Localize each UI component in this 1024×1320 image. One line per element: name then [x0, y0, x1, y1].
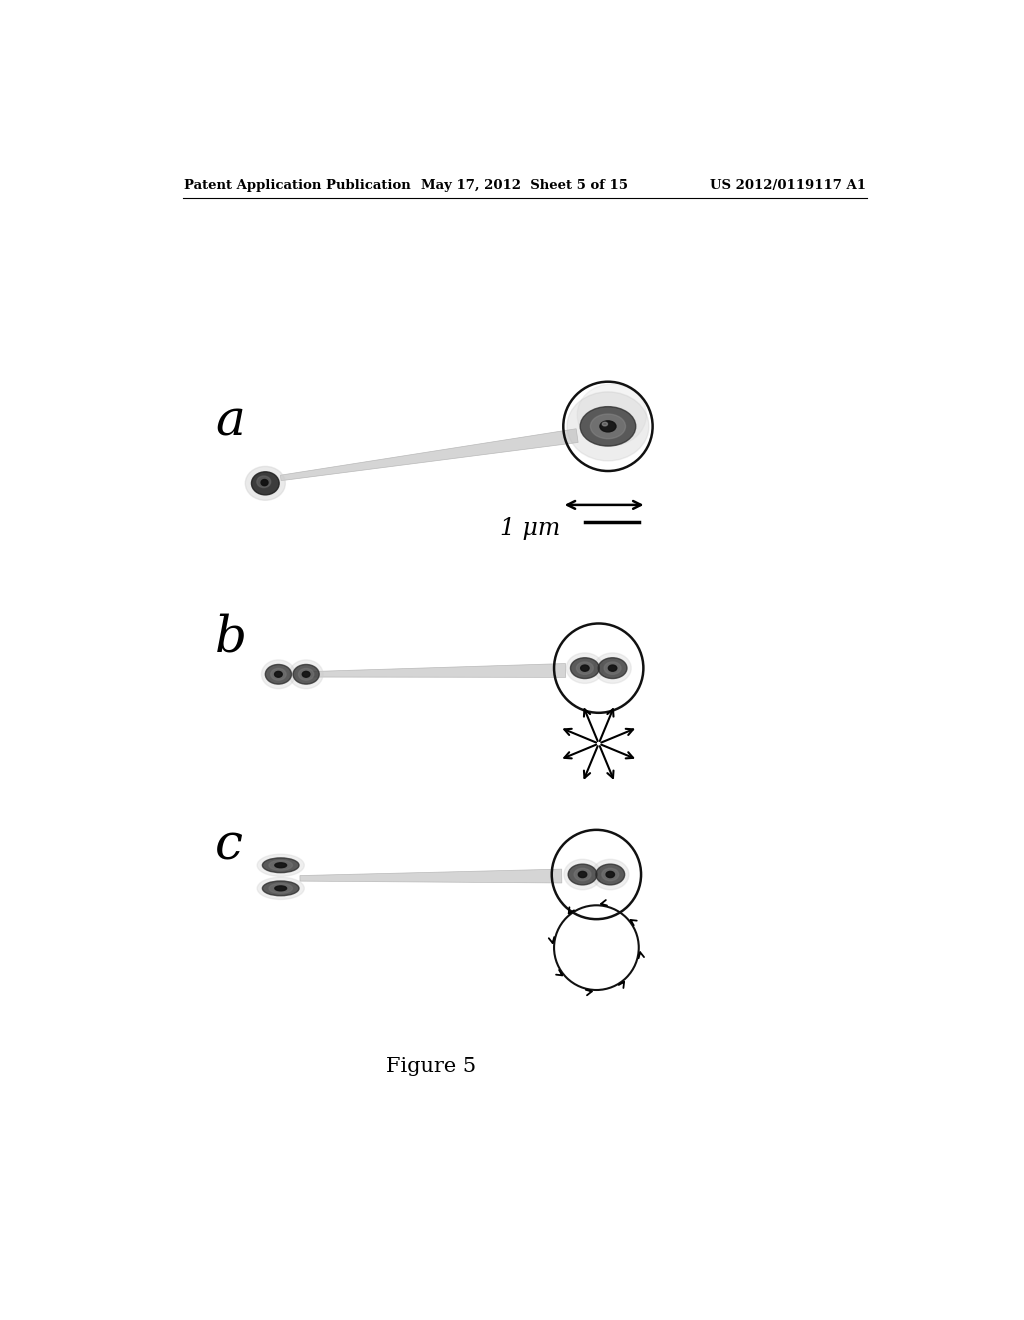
Ellipse shape — [270, 668, 286, 680]
Ellipse shape — [568, 865, 597, 884]
Text: Patent Application Publication: Patent Application Publication — [184, 178, 412, 191]
Ellipse shape — [274, 886, 287, 891]
Ellipse shape — [602, 869, 618, 880]
Ellipse shape — [567, 392, 649, 461]
Text: c: c — [215, 821, 244, 870]
Ellipse shape — [596, 865, 625, 884]
Ellipse shape — [574, 869, 591, 880]
Ellipse shape — [577, 661, 593, 675]
Ellipse shape — [265, 664, 292, 684]
Ellipse shape — [298, 668, 313, 680]
Ellipse shape — [261, 479, 268, 486]
Ellipse shape — [302, 672, 310, 677]
Polygon shape — [281, 429, 579, 480]
Ellipse shape — [274, 672, 283, 677]
Ellipse shape — [257, 854, 304, 876]
Ellipse shape — [566, 653, 603, 684]
Ellipse shape — [257, 477, 270, 487]
Ellipse shape — [581, 665, 589, 672]
Ellipse shape — [261, 660, 295, 689]
Ellipse shape — [592, 859, 629, 890]
Ellipse shape — [289, 660, 323, 689]
Ellipse shape — [594, 653, 631, 684]
Ellipse shape — [262, 880, 299, 896]
Ellipse shape — [579, 871, 587, 878]
Ellipse shape — [598, 657, 627, 678]
Text: May 17, 2012  Sheet 5 of 15: May 17, 2012 Sheet 5 of 15 — [421, 178, 629, 191]
Ellipse shape — [591, 414, 626, 438]
Text: Figure 5: Figure 5 — [386, 1057, 476, 1077]
Ellipse shape — [564, 859, 601, 890]
Text: b: b — [215, 612, 247, 663]
Ellipse shape — [269, 883, 293, 894]
Ellipse shape — [600, 421, 616, 432]
Ellipse shape — [581, 407, 636, 446]
Ellipse shape — [570, 657, 599, 678]
Polygon shape — [311, 664, 565, 677]
Ellipse shape — [257, 878, 304, 899]
Ellipse shape — [602, 422, 607, 426]
Ellipse shape — [274, 863, 287, 867]
Ellipse shape — [578, 384, 646, 446]
Ellipse shape — [604, 661, 621, 675]
Polygon shape — [300, 869, 562, 883]
Ellipse shape — [269, 861, 293, 870]
Text: US 2012/0119117 A1: US 2012/0119117 A1 — [710, 178, 866, 191]
Ellipse shape — [246, 466, 286, 500]
Ellipse shape — [262, 858, 299, 873]
Ellipse shape — [608, 665, 616, 672]
Ellipse shape — [293, 664, 319, 684]
Ellipse shape — [606, 871, 614, 878]
Text: a: a — [215, 397, 245, 446]
Ellipse shape — [252, 471, 280, 495]
Text: 1 μm: 1 μm — [500, 516, 560, 540]
